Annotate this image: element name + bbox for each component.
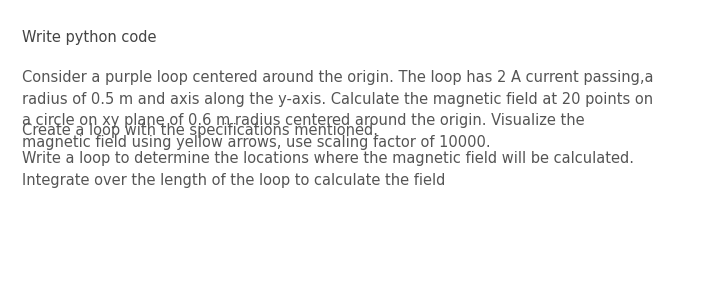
Text: Write python code: Write python code [22,30,156,45]
Text: Create a loop with the specifications mentioned.: Create a loop with the specifications me… [22,123,378,138]
Text: Write a loop to determine the locations where the magnetic field will be calcula: Write a loop to determine the locations … [22,151,634,188]
Text: Consider a purple loop centered around the origin. The loop has 2 A current pass: Consider a purple loop centered around t… [22,70,654,150]
